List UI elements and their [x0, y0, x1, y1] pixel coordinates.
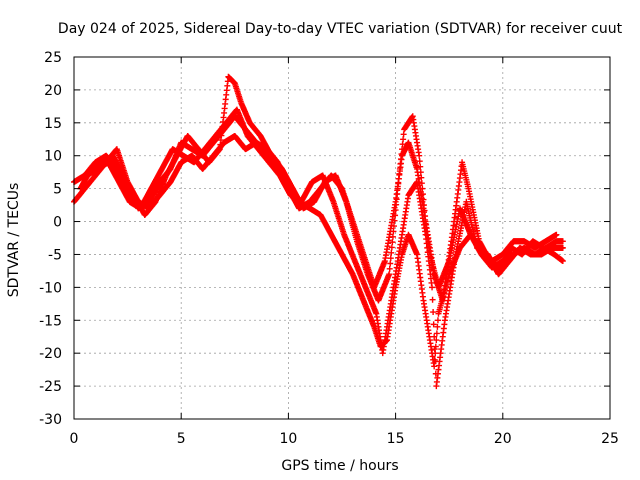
data-point-marker: [393, 196, 400, 203]
x-tick-label: 15: [387, 431, 405, 447]
x-tick-label: 0: [70, 431, 79, 447]
data-point-marker: [391, 217, 398, 224]
y-tick-label: -5: [48, 247, 62, 263]
data-point-marker: [418, 180, 425, 187]
data-point-marker: [433, 330, 440, 337]
data-point-marker: [392, 212, 399, 219]
data-point-marker: [390, 223, 397, 230]
data-point-marker: [431, 363, 438, 370]
y-tick-label: -30: [39, 412, 62, 428]
data-point-marker: [416, 158, 423, 165]
y-tick-label: 20: [44, 83, 62, 99]
data-point-marker: [433, 337, 440, 344]
data-point-marker: [418, 174, 425, 181]
x-tick-label: 25: [601, 431, 619, 447]
data-point-marker: [388, 244, 395, 251]
data-point-marker: [431, 333, 438, 340]
chart-title: Day 024 of 2025, Sidereal Day-to-day VTE…: [58, 21, 623, 37]
data-point-marker: [553, 231, 560, 238]
data-point-marker: [559, 258, 566, 265]
data-point-marker: [430, 321, 437, 328]
y-tick-label: -15: [39, 313, 62, 329]
data-point-marker: [387, 260, 394, 267]
x-axis-title: GPS time / hours: [281, 458, 398, 474]
data-point-marker: [559, 238, 566, 245]
data-point-marker: [417, 169, 424, 176]
y-axis-title: SDTVAR / TECUs: [6, 183, 22, 298]
data-point-marker: [419, 191, 426, 198]
data-point-marker: [429, 296, 436, 303]
data-point-marker: [389, 239, 396, 246]
data-point-marker: [390, 228, 397, 235]
plot-frame: [73, 56, 611, 420]
y-tick-label: -20: [39, 346, 62, 362]
data-point-marker: [386, 265, 393, 272]
y-tick-label: 0: [53, 215, 62, 231]
data-point-marker: [434, 323, 441, 330]
y-tick-label: -25: [39, 379, 62, 395]
data-point-marker: [389, 233, 396, 240]
data-point-marker: [388, 249, 395, 256]
data-point-marker: [387, 255, 394, 262]
x-tick-label: 20: [494, 431, 512, 447]
y-tick-label: 5: [53, 182, 62, 198]
axis-ticks: 0 5 10 15 20 25 -30 -25 -20 -15 -10 -5 0 5 10 15 20 25: [39, 50, 619, 447]
y-tick-label: 10: [44, 149, 62, 165]
data-point-marker: [394, 190, 401, 197]
data-point-marker: [434, 317, 441, 324]
data-point-marker: [386, 271, 393, 278]
data-point-marker: [416, 152, 423, 159]
y-tick-label: 15: [44, 116, 62, 132]
x-tick-label: 5: [177, 431, 186, 447]
data-point-marker: [431, 346, 438, 353]
data-point-marker: [393, 201, 400, 208]
data-point-marker: [430, 309, 437, 316]
x-tick-label: 10: [279, 431, 297, 447]
data-point-marker: [417, 163, 424, 170]
y-tick-label: 25: [44, 50, 62, 66]
data-point-marker: [559, 244, 566, 251]
data-point-marker: [392, 207, 399, 214]
y-tick-label: -10: [39, 280, 62, 296]
data-point-marker: [420, 196, 427, 203]
data-series: [71, 73, 566, 390]
data-point-marker: [429, 284, 436, 291]
